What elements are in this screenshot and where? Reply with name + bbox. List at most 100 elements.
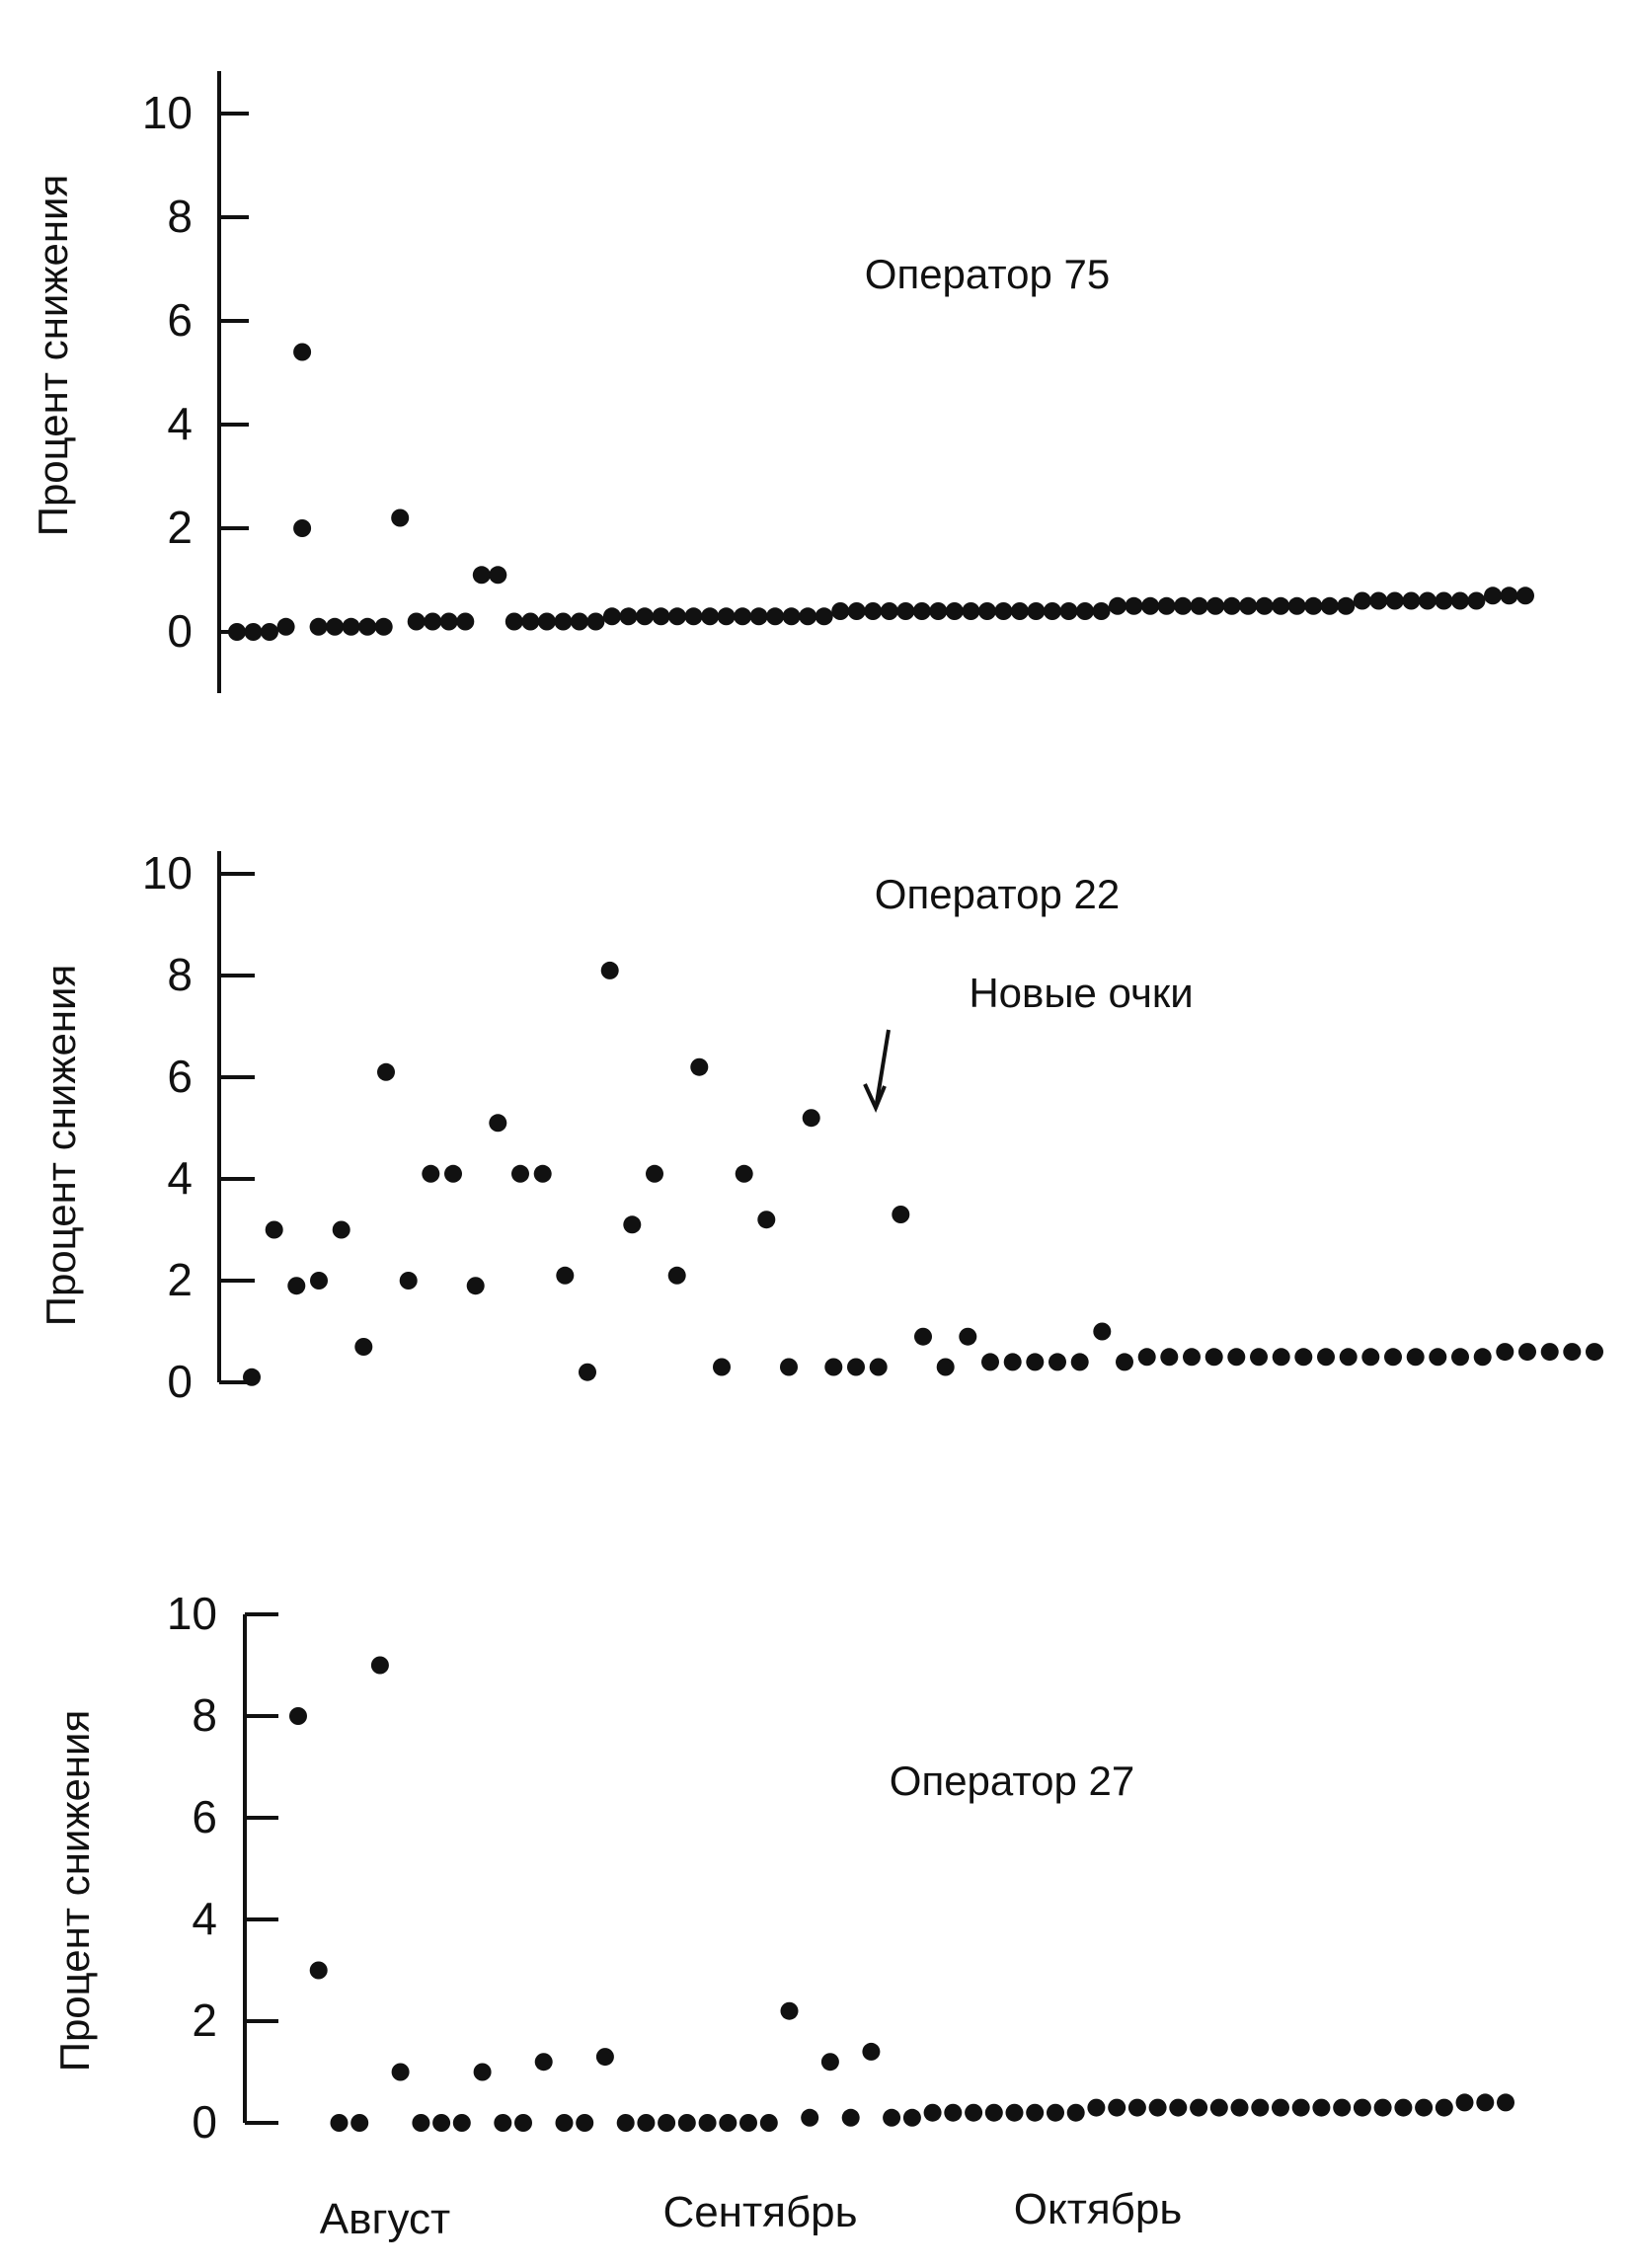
data-point: [1087, 2098, 1106, 2117]
y-tick-label: 8: [192, 1689, 217, 1741]
data-point: [749, 607, 768, 626]
data-point: [1093, 1322, 1112, 1341]
data-point: [1190, 596, 1208, 615]
data-point: [1402, 591, 1421, 610]
y-tick-label: 6: [192, 1791, 217, 1842]
data-point: [1473, 1348, 1492, 1367]
data-point: [766, 607, 785, 626]
data-point: [1353, 2098, 1371, 2117]
data-point: [1003, 1353, 1022, 1371]
data-point: [668, 607, 686, 626]
data-point: [244, 623, 263, 641]
data-point: [690, 1057, 709, 1076]
data-point: [354, 1338, 373, 1356]
data-point: [473, 2063, 492, 2081]
data-point: [914, 1327, 932, 1346]
data-point: [1337, 596, 1356, 615]
x-tick-label-august: Август: [320, 2195, 450, 2243]
y-tick-label: 10: [167, 1588, 217, 1639]
data-point: [1043, 602, 1061, 620]
data-point: [287, 1277, 306, 1295]
data-point: [505, 612, 523, 631]
data-point: [1204, 1348, 1223, 1367]
data-point: [1141, 596, 1160, 615]
data-point: [1429, 1348, 1447, 1367]
data-point: [1320, 596, 1339, 615]
data-point: [1312, 2098, 1331, 2117]
data-point: [579, 1363, 596, 1381]
data-point: [984, 2103, 1003, 2122]
data-point: [494, 2114, 512, 2132]
data-point: [936, 1358, 955, 1376]
data-point: [1518, 1343, 1536, 1362]
data-point: [923, 2103, 942, 2122]
data-point: [1127, 2098, 1146, 2117]
data-point: [326, 617, 345, 636]
data-point: [556, 1266, 575, 1285]
data-point: [243, 1368, 261, 1386]
data-point: [701, 607, 720, 626]
data-point: [261, 623, 278, 641]
data-point: [717, 607, 736, 626]
data-point: [1227, 1348, 1246, 1367]
data-point: [466, 1277, 485, 1295]
data-point: [1415, 2098, 1434, 2117]
data-point: [864, 602, 883, 620]
data-point: [684, 607, 703, 626]
data-point: [1116, 1353, 1133, 1371]
data-point: [1157, 596, 1176, 615]
data-point: [713, 1358, 731, 1376]
data-point: [432, 2114, 451, 2132]
y-tick-label: 10: [142, 87, 193, 138]
data-point: [293, 343, 312, 361]
data-point: [555, 2114, 574, 2132]
data-point: [883, 2108, 901, 2127]
data-point: [1516, 587, 1534, 605]
data-point: [847, 602, 866, 620]
data-point: [1497, 2093, 1514, 2112]
data-point: [1500, 587, 1518, 605]
data-point: [1435, 2098, 1453, 2117]
data-point: [1239, 596, 1258, 615]
data-point: [330, 2114, 349, 2132]
y-tick-label: 0: [167, 605, 193, 657]
data-point: [358, 617, 377, 636]
data-point: [422, 1164, 440, 1183]
data-point: [533, 1164, 552, 1183]
data-point: [1361, 1348, 1380, 1367]
data-point: [586, 612, 605, 631]
data-point: [719, 2114, 738, 2132]
y-tick-label: 2: [167, 502, 193, 553]
data-point: [824, 1358, 843, 1376]
y-tick-label: 6: [167, 1051, 193, 1102]
data-point: [511, 1164, 529, 1183]
data-point: [1451, 1348, 1469, 1367]
data-point: [1406, 1348, 1425, 1367]
data-point: [309, 617, 328, 636]
data-point: [1010, 602, 1029, 620]
data-point: [537, 612, 556, 631]
data-point: [1174, 596, 1193, 615]
data-point: [1048, 1353, 1066, 1371]
data-point: [412, 2114, 430, 2132]
data-point: [332, 1220, 350, 1239]
data-point: [1435, 591, 1453, 610]
data-point: [1484, 587, 1502, 605]
y-tick-label: 0: [192, 2096, 217, 2148]
data-point: [1047, 2103, 1064, 2122]
data-point: [892, 1206, 910, 1223]
data-point: [1169, 2098, 1188, 2117]
data-point: [801, 2108, 819, 2127]
y-axis-label: Процент снижения: [30, 175, 76, 536]
data-point: [489, 1114, 507, 1133]
chart-title: Оператор 27: [890, 1758, 1134, 1804]
y-tick-label: 8: [167, 191, 193, 242]
data-point: [652, 607, 670, 626]
data-point: [600, 961, 619, 979]
data-point: [965, 2103, 983, 2122]
data-point: [977, 602, 996, 620]
data-point: [994, 602, 1013, 620]
data-point: [342, 617, 360, 636]
y-tick-label: 2: [167, 1254, 193, 1305]
